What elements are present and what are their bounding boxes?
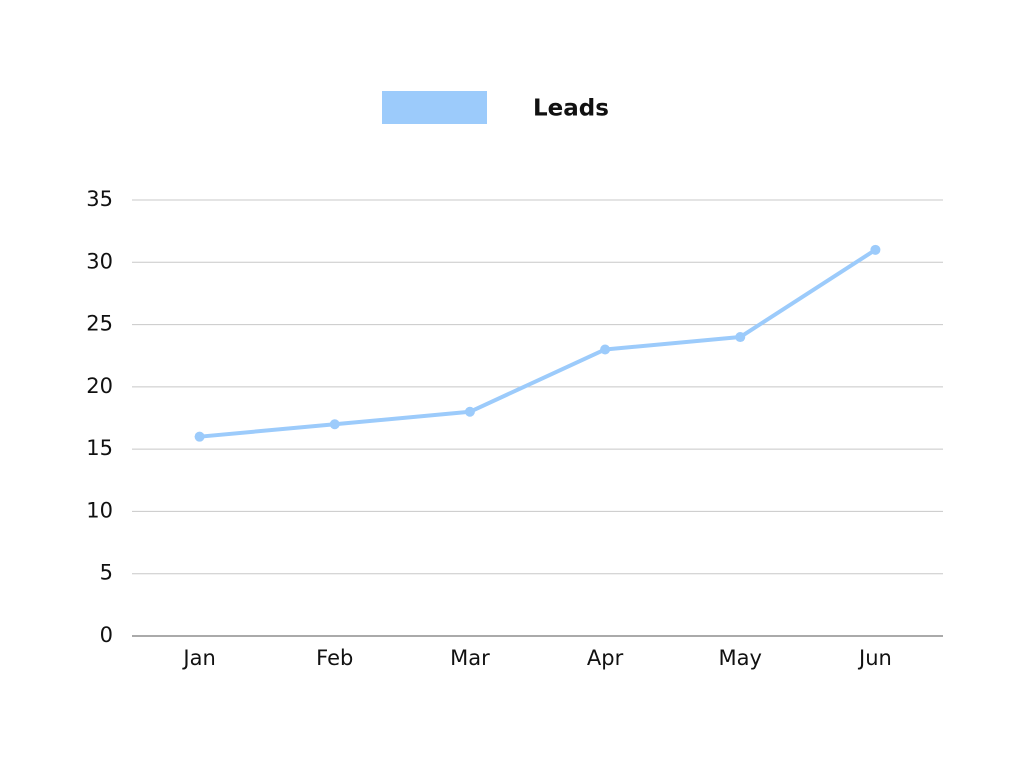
x-tick-label: Mar xyxy=(450,646,490,670)
point xyxy=(735,332,746,343)
legend-label: Leads xyxy=(533,96,609,122)
point xyxy=(194,431,205,442)
y-tick-label: 20 xyxy=(86,374,113,398)
x-tick-label: May xyxy=(719,646,762,670)
line xyxy=(199,248,877,439)
x-tick-label: Jan xyxy=(181,646,215,670)
y-tick-label: 15 xyxy=(86,436,113,460)
y-tick-label: 25 xyxy=(86,312,113,336)
x-tick-label: Apr xyxy=(587,646,624,670)
point xyxy=(329,419,340,430)
point xyxy=(600,344,611,355)
point xyxy=(870,244,881,255)
y-tick-label: 30 xyxy=(86,249,113,273)
y-tick-label: 5 xyxy=(100,561,113,585)
legend-swatch xyxy=(382,91,487,124)
y-tick-label: 0 xyxy=(100,623,113,647)
point xyxy=(464,406,475,417)
y-tick-label: 35 xyxy=(86,187,113,211)
y-tick-label: 10 xyxy=(86,498,113,522)
x-tick-label: Feb xyxy=(316,646,353,670)
x-tick-label: Jun xyxy=(857,646,892,670)
